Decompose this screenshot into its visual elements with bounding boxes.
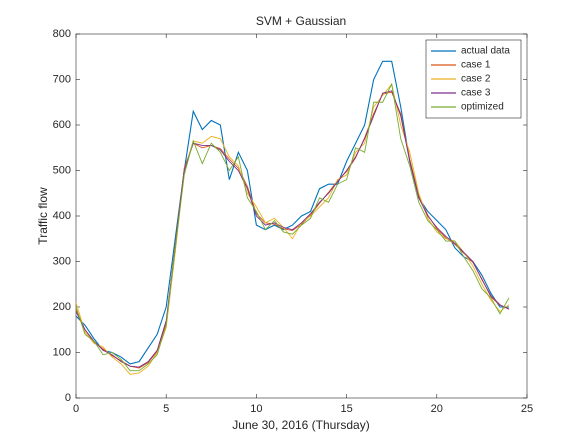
x-tick-label: 10: [250, 403, 262, 415]
legend-label: actual data: [461, 46, 510, 57]
series-line: [75, 91, 510, 369]
x-tick-label: 0: [73, 403, 79, 415]
y-tick-label: 600: [53, 119, 71, 131]
x-tick-label: 20: [431, 403, 443, 415]
series-line: [75, 60, 509, 365]
y-tick-label: 0: [65, 392, 71, 404]
legend-label: case 3: [461, 88, 491, 99]
y-tick-label: 400: [53, 210, 71, 222]
legend-label: case 2: [461, 74, 491, 85]
x-axis-label: June 30, 2016 (Thursday): [232, 418, 369, 432]
y-tick-label: 200: [53, 301, 71, 313]
chart-title: SVM + Gaussian: [256, 14, 346, 28]
legend-label: case 1: [461, 60, 491, 71]
legend-label: optimized: [461, 102, 504, 113]
x-tick-label: 5: [163, 403, 169, 415]
series-line: [75, 82, 510, 372]
y-tick-label: 500: [53, 164, 71, 176]
y-tick-label: 800: [53, 28, 71, 40]
x-tick-label: 15: [340, 403, 352, 415]
y-axis-label: Traffic flow: [36, 187, 50, 245]
y-tick-label: 300: [53, 255, 71, 267]
y-tick-label: 700: [53, 73, 71, 85]
series-line: [75, 90, 510, 368]
x-tick-label: 25: [521, 403, 533, 415]
series-line: [75, 83, 510, 375]
y-tick-label: 100: [53, 346, 71, 358]
